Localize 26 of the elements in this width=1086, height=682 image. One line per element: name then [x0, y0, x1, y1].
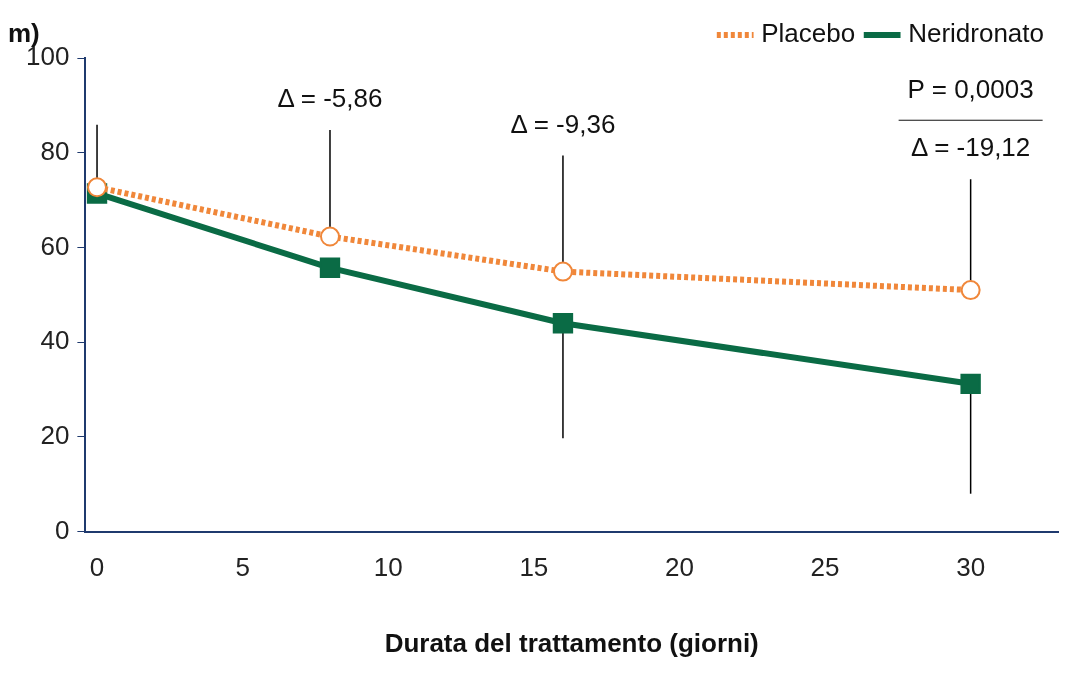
x-tick-label: 25: [810, 552, 840, 583]
point: [552, 313, 574, 334]
point: [552, 261, 573, 282]
legend-label: Neridronato: [908, 18, 1045, 49]
x-tick-label: 5: [235, 552, 250, 583]
annotation: P = 0,0003: [907, 74, 1034, 105]
y-tick-label: 40: [40, 325, 70, 356]
y-tick-label: 20: [40, 420, 70, 451]
y-tick-label: 60: [40, 230, 70, 261]
point: [319, 257, 341, 278]
x-tick-label: 0: [89, 552, 105, 583]
point: [87, 177, 108, 198]
x-tick-label: 10: [373, 552, 403, 583]
point: [960, 280, 981, 301]
annotation: Δ = -19,12: [910, 132, 1031, 163]
point: [960, 373, 981, 395]
annotation: Δ = -5,86: [277, 83, 383, 114]
x-tick-label: 30: [956, 552, 986, 583]
x-tick-label: 20: [664, 552, 694, 583]
annotation: Δ = -9,36: [510, 108, 616, 139]
y-tick-label: 0: [54, 514, 70, 545]
legend-label: Placebo: [761, 18, 856, 49]
x-axis-title: Durata del trattamento (giorni): [384, 627, 759, 658]
y-tick-label: 80: [40, 135, 70, 166]
x-tick-label: 15: [519, 552, 549, 583]
point: [319, 226, 340, 247]
